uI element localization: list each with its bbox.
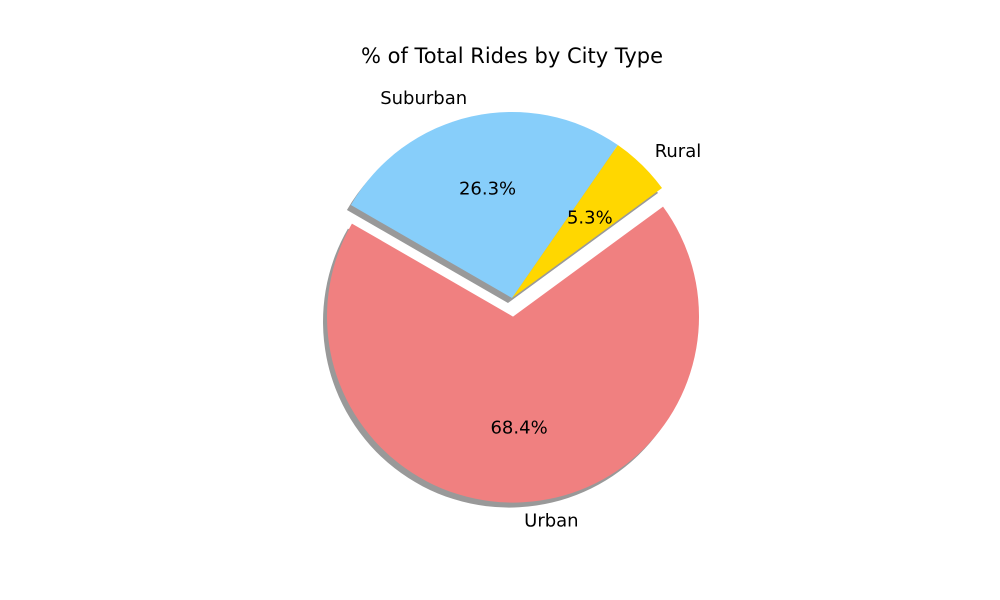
- pct-label-urban: 68.4%: [490, 418, 547, 439]
- pie-slices: [327, 112, 700, 503]
- pct-label-rural: 5.3%: [567, 208, 613, 229]
- pie-labels: Urban 68.4% Rural 5.3% Suburban 26.3%: [380, 88, 701, 531]
- slice-suburban: [350, 112, 618, 299]
- slice-label-suburban: Suburban: [380, 88, 467, 109]
- chart-title: % of Total Rides by City Type: [361, 44, 663, 68]
- slice-rural: [512, 145, 663, 298]
- slice-label-urban: Urban: [524, 510, 578, 531]
- slice-label-rural: Rural: [655, 141, 702, 162]
- slice-urban: [327, 206, 700, 503]
- pct-label-suburban: 26.3%: [459, 179, 516, 200]
